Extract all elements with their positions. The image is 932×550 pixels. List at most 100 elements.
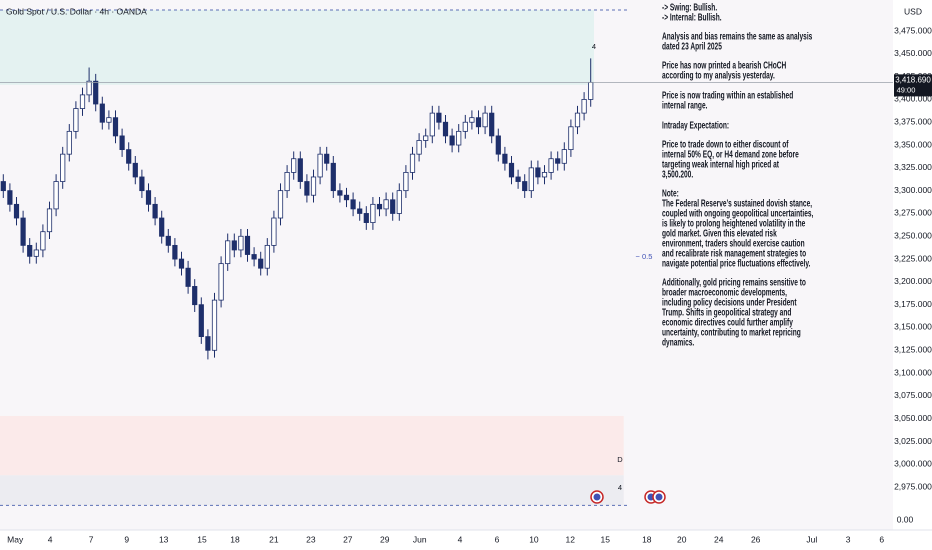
candle-body — [462, 121, 468, 132]
candle-body — [449, 135, 455, 146]
y-tick-label: 3,125.000 — [894, 345, 932, 355]
x-tick-label: 4 — [48, 534, 53, 544]
candle-body — [343, 194, 350, 201]
x-tick-label: 12 — [566, 534, 576, 544]
candle-body — [469, 117, 475, 123]
candle-body — [99, 103, 105, 123]
candle-body — [541, 172, 548, 178]
panel-line: -> Internal: Bullish. — [662, 11, 722, 23]
annotation: D — [617, 455, 623, 464]
x-tick-label: 27 — [343, 534, 353, 544]
candle-body — [416, 140, 422, 155]
x-tick-label: 20 — [677, 534, 687, 544]
panel-line: coupled with ongoing geopolitical uncert… — [662, 207, 813, 219]
candle-body — [20, 217, 26, 246]
panel-line: according to my analysis yesterday. — [662, 69, 775, 81]
panel-line: navigate potential price fluctuations ef… — [662, 257, 810, 269]
y-tick-label: 3,150.000 — [894, 322, 932, 332]
candle-body — [390, 199, 396, 214]
candle-body — [66, 130, 72, 155]
candle-body — [337, 190, 343, 196]
currency: USD — [904, 6, 922, 16]
zone — [0, 415, 624, 476]
annotation: 4 — [618, 483, 622, 492]
x-tick-label: 6 — [879, 534, 884, 544]
candle-body — [73, 108, 79, 132]
candle-body — [403, 172, 409, 192]
candle-body — [370, 203, 376, 223]
candle-body — [363, 213, 369, 223]
panel-line: Analysis and bias remains the same as an… — [662, 30, 813, 42]
candle-body — [126, 149, 132, 164]
candle-body — [502, 153, 508, 164]
candle-body — [93, 80, 99, 105]
panel-line: targeting weak internal high priced at — [662, 158, 779, 170]
panel-line: Additionally, gold pricing remains sensi… — [662, 276, 806, 288]
candle-body — [324, 153, 330, 164]
y-tick-label: 3,275.000 — [894, 208, 932, 218]
candle-body — [178, 258, 185, 269]
candle-body — [0, 181, 6, 192]
candle-body — [264, 244, 270, 269]
panel-line: gold market. Given this elevated risk — [662, 227, 777, 239]
candle-body — [251, 254, 257, 260]
zone — [0, 475, 624, 506]
candle-body — [231, 240, 237, 251]
candle-body — [423, 135, 429, 141]
candle-body — [159, 217, 165, 237]
bottom-pane-label: 0.00 — [897, 514, 914, 524]
panel-line: including policy decisions under Preside… — [662, 296, 797, 308]
y-tick-label: 3,100.000 — [894, 367, 932, 377]
annotation: 4 — [592, 42, 596, 51]
candle-body — [357, 208, 363, 214]
panel-line: Price to trade down to either discount o… — [662, 138, 789, 150]
y-tick-label: 3,025.000 — [894, 436, 932, 446]
annotation: − 0.5 — [636, 252, 653, 261]
candle-body — [330, 162, 336, 192]
y-tick-label: 3,400.000 — [894, 94, 932, 104]
y-tick-label: 3,475.000 — [894, 25, 932, 35]
panel-line: environment, traders should exercise cau… — [662, 237, 805, 249]
panel-line: broader macroeconomic developments, — [662, 286, 787, 298]
candle-body — [376, 203, 383, 210]
x-tick-label: 23 — [306, 534, 316, 544]
candle-body — [561, 149, 567, 164]
candle-body — [535, 167, 541, 178]
x-tick-label: 18 — [230, 534, 240, 544]
y-tick-label: 3,000.000 — [894, 459, 932, 469]
y-tick-label: 3,325.000 — [894, 162, 932, 172]
x-tick-label: 7 — [89, 534, 94, 544]
candle-body — [515, 176, 521, 182]
candle-body — [40, 231, 46, 251]
candle-body — [277, 190, 284, 219]
y-tick-label: 3,450.000 — [894, 48, 932, 58]
candle-body — [119, 135, 125, 151]
y-tick-label: 2,975.000 — [894, 481, 932, 491]
candle-body — [555, 158, 561, 164]
x-tick-label: 6 — [495, 534, 500, 544]
last-price-tag — [894, 74, 932, 97]
y-tick-label: 3,075.000 — [894, 390, 932, 400]
candle-body — [508, 162, 515, 178]
panel-line: dated 23 April 2025 — [662, 40, 722, 52]
candle-body — [495, 135, 501, 155]
y-tick-label: 3,050.000 — [894, 413, 932, 423]
x-tick-label: 13 — [159, 534, 169, 544]
time-axis-bg — [0, 530, 932, 550]
candle-body — [165, 235, 171, 246]
analysis-panel: -> Swing: Bullish.-> Internal: Bullish. A… — [662, 1, 813, 348]
candle-body — [211, 299, 218, 351]
panel-line: Trump. Shifts in geopolitical strategy a… — [662, 306, 791, 318]
candle-body — [145, 190, 152, 205]
candle-body — [436, 112, 442, 123]
candle-body — [46, 208, 53, 233]
candle-body — [192, 286, 198, 306]
y-tick-label: 3,350.000 — [894, 139, 932, 149]
candle-body — [185, 267, 191, 287]
candle-body — [205, 336, 211, 351]
x-tick-label: 3 — [846, 534, 851, 544]
candle-body — [225, 240, 231, 265]
x-tick-label: 26 — [751, 534, 761, 544]
candle-body — [238, 235, 244, 251]
